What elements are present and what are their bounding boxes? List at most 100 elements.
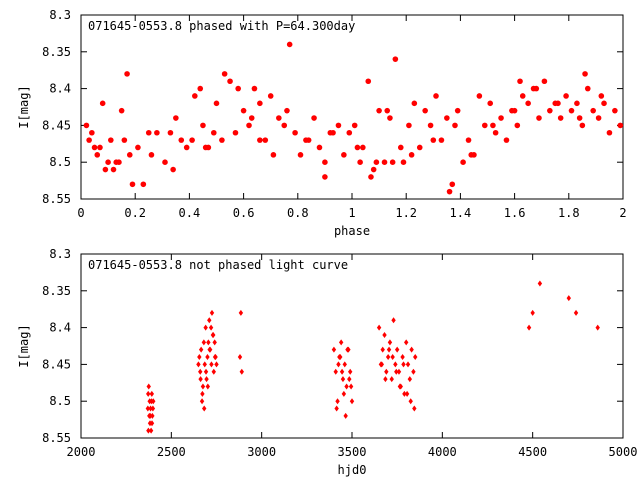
data-point xyxy=(530,309,535,316)
data-point xyxy=(427,122,434,129)
data-point xyxy=(209,361,214,368)
x-tick-label: 1.4 xyxy=(450,206,472,220)
data-point xyxy=(537,280,543,287)
data-point xyxy=(173,115,179,121)
data-point xyxy=(105,159,111,165)
data-point xyxy=(211,331,216,338)
data-point xyxy=(598,93,605,99)
data-point xyxy=(347,376,352,383)
data-point xyxy=(387,339,393,346)
data-point xyxy=(316,144,323,151)
data-point xyxy=(519,93,526,99)
data-point xyxy=(262,137,269,143)
x-tick-label: 0.2 xyxy=(124,206,146,220)
x-tick-label: 0 xyxy=(77,206,84,220)
data-point xyxy=(202,144,209,151)
data-point xyxy=(526,324,532,331)
data-point xyxy=(208,324,214,331)
data-point xyxy=(145,129,152,136)
data-point xyxy=(601,100,607,107)
data-point xyxy=(514,122,521,129)
data-point xyxy=(411,368,416,375)
data-point xyxy=(148,427,154,434)
data-points xyxy=(145,280,600,434)
phased-light-curve-panel: 8.3 8.35 8.4 8.45 8.5 8.55 0 0.2 0.4 0.6 0.8 1 1.2 1… xyxy=(17,8,627,238)
data-point xyxy=(170,166,176,173)
data-point xyxy=(116,159,122,165)
data-point xyxy=(344,383,349,390)
data-point xyxy=(383,376,388,383)
data-point xyxy=(89,129,95,136)
data-point xyxy=(203,368,209,375)
data-point xyxy=(331,346,337,353)
data-point xyxy=(148,152,155,158)
data-point xyxy=(207,346,212,353)
data-point xyxy=(376,324,382,331)
y-tick-label: 8.45 xyxy=(42,118,71,132)
chart-title: 071645-0553.8 phased with P=64.300day xyxy=(88,19,355,33)
data-point xyxy=(146,427,151,434)
data-point xyxy=(389,159,396,165)
data-point xyxy=(407,376,413,383)
data-point xyxy=(573,309,579,316)
data-point xyxy=(102,166,109,173)
data-point xyxy=(340,376,346,383)
data-point xyxy=(146,383,151,390)
x-axis-label: phase xyxy=(334,224,370,238)
data-point xyxy=(108,137,114,143)
y-tick-label: 8.55 xyxy=(42,192,71,206)
data-point xyxy=(404,390,410,397)
data-point xyxy=(612,107,618,114)
data-point xyxy=(341,152,347,158)
data-point xyxy=(397,383,403,390)
data-point xyxy=(200,383,206,390)
y-tick-label: 8.4 xyxy=(49,321,71,335)
data-point xyxy=(393,361,398,368)
data-point xyxy=(124,71,130,77)
x-tick-label: 5000 xyxy=(609,445,638,459)
data-point xyxy=(590,107,596,114)
x-tick-label: 1.8 xyxy=(558,206,580,220)
x-axis-label: hjd0 xyxy=(338,463,367,477)
data-point xyxy=(382,331,387,338)
data-point xyxy=(162,159,168,165)
x-tick-label: 0.4 xyxy=(179,206,201,220)
data-point xyxy=(511,107,518,114)
data-point xyxy=(198,368,203,375)
data-point xyxy=(251,85,258,92)
data-point xyxy=(297,152,304,158)
data-point xyxy=(213,100,220,107)
data-point xyxy=(206,339,211,346)
data-point xyxy=(167,129,174,136)
data-point xyxy=(411,100,418,107)
data-point xyxy=(408,398,413,405)
data-point xyxy=(405,361,411,368)
data-point xyxy=(476,93,483,99)
data-point xyxy=(178,137,185,143)
x-tick-label: 4000 xyxy=(428,445,457,459)
data-point xyxy=(202,405,207,412)
data-point xyxy=(349,398,355,405)
data-point xyxy=(335,398,340,405)
data-point xyxy=(390,354,395,361)
data-point xyxy=(284,107,290,114)
data-point xyxy=(327,129,334,136)
data-point xyxy=(207,317,212,324)
data-point xyxy=(449,181,456,188)
x-tick-label: 0.8 xyxy=(287,206,309,220)
data-point xyxy=(91,144,98,151)
data-point xyxy=(196,361,201,368)
data-point xyxy=(370,166,377,173)
x-tick-label: 2500 xyxy=(157,445,186,459)
data-point xyxy=(438,137,445,143)
data-point xyxy=(409,346,414,353)
data-point xyxy=(492,129,499,136)
data-point xyxy=(379,361,385,368)
data-point xyxy=(576,115,583,121)
data-point xyxy=(541,78,548,85)
data-point xyxy=(380,346,385,353)
data-point xyxy=(151,398,156,405)
data-point xyxy=(83,122,90,129)
data-point xyxy=(490,122,496,129)
x-tick-marks: 2000 2500 3000 3500 4000 4500 5000 xyxy=(67,254,638,459)
